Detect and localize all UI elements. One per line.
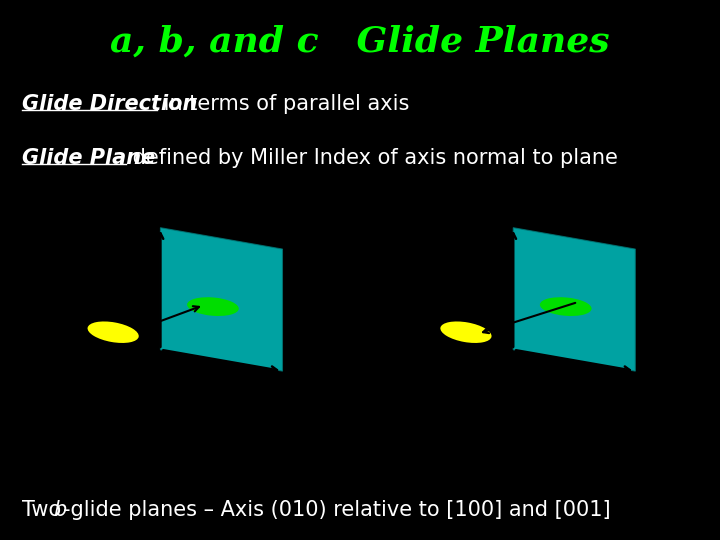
Text: c: c — [166, 207, 176, 225]
Text: [100]: [100] — [38, 188, 65, 198]
Text: defined by Miller Index of axis normal to plane: defined by Miller Index of axis normal t… — [126, 148, 618, 168]
Ellipse shape — [88, 321, 139, 343]
Text: a: a — [405, 463, 415, 481]
Text: a, b, and c   Glide Planes: a, b, and c Glide Planes — [110, 24, 610, 58]
Text: a: a — [53, 463, 63, 481]
Text: Glide Plane: Glide Plane — [22, 148, 155, 168]
Text: b: b — [644, 362, 655, 380]
Text: b: b — [434, 188, 447, 206]
Text: Glide Direction: Glide Direction — [22, 94, 197, 114]
Text: b: b — [53, 500, 66, 519]
Text: $\frac{b}{2}$: $\frac{b}{2}$ — [493, 294, 503, 320]
Text: Two: Two — [22, 500, 68, 519]
Polygon shape — [161, 228, 282, 371]
Ellipse shape — [187, 297, 239, 316]
Text: c: c — [519, 207, 528, 225]
Text: [001]: [001] — [391, 188, 418, 198]
Ellipse shape — [441, 321, 492, 343]
Text: in terms of parallel axis: in terms of parallel axis — [157, 94, 410, 114]
Text: b: b — [81, 188, 94, 206]
Ellipse shape — [540, 297, 592, 316]
Polygon shape — [513, 228, 635, 371]
Text: $\frac{b}{2}$: $\frac{b}{2}$ — [168, 416, 176, 441]
Text: b: b — [292, 362, 302, 380]
Text: -glide planes – Axis (010) relative to [100] and [001]: -glide planes – Axis (010) relative to [… — [63, 500, 611, 519]
